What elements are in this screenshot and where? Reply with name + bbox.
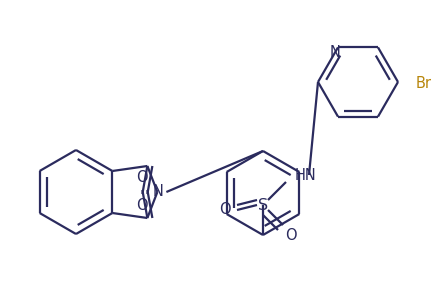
Text: O: O (137, 198, 148, 213)
Text: N: N (330, 45, 340, 60)
Text: S: S (258, 197, 268, 213)
Text: O: O (219, 202, 231, 218)
Text: HN: HN (295, 168, 317, 182)
Text: Br: Br (416, 77, 432, 92)
Text: N: N (153, 184, 164, 200)
Text: O: O (285, 227, 297, 242)
Text: O: O (137, 171, 148, 186)
